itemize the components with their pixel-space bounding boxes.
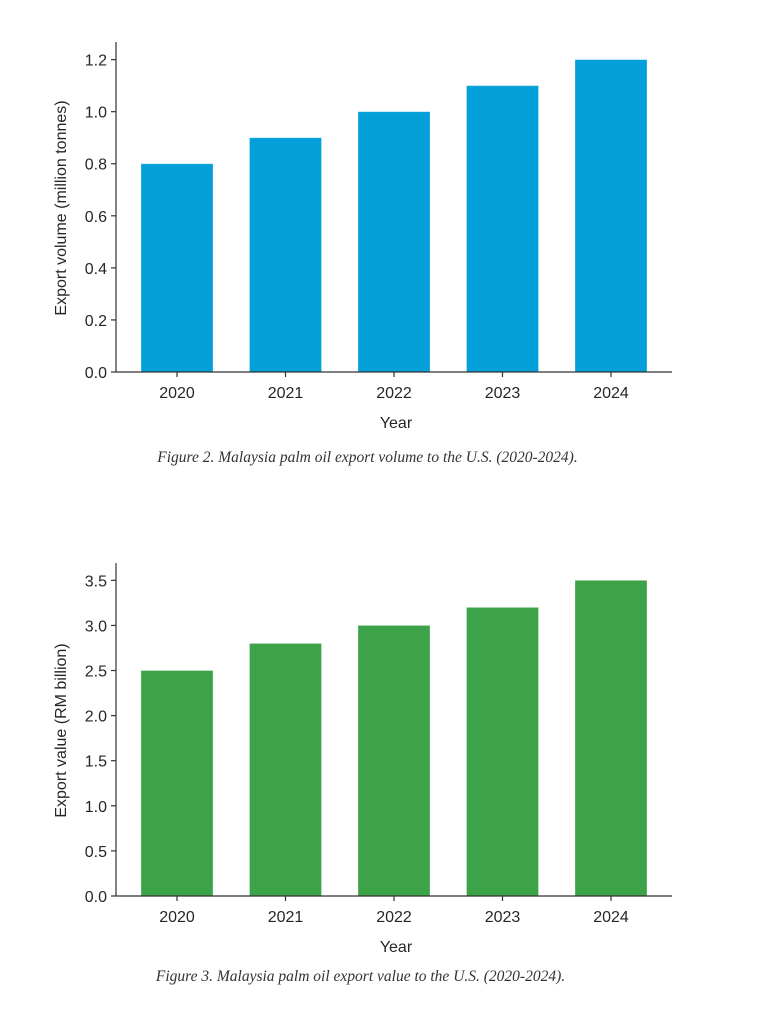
bar-2024 (574, 59, 648, 373)
bar-2023 (466, 606, 539, 897)
y-tick-label: 1.0 (85, 105, 107, 122)
bar-2022 (357, 625, 431, 897)
y-tick-label: 2.0 (85, 709, 107, 726)
y-tick-label: 0.2 (85, 313, 107, 330)
x-tick-label-2022: 2022 (376, 385, 412, 402)
export-value-chart: 0.0 0.5 1.0 1.5 2.0 2.5 3.0 3.5 2020 2021 2022 2023… (53, 563, 672, 956)
bar-2020 (140, 670, 214, 897)
x-tick-label-2020: 2020 (159, 385, 195, 402)
y-tick-label: 3.0 (85, 618, 107, 635)
y-axis-title: Export volume (million tonnes) (53, 100, 70, 315)
y-tick-label: 0.8 (85, 157, 107, 174)
y-tick-label: 1.5 (85, 754, 107, 771)
x-axis-title: Year (380, 415, 413, 432)
y-tick-label: 0.6 (85, 209, 107, 226)
bar-2022 (357, 111, 431, 373)
export-volume-chart: 0.0 0.2 0.4 0.6 0.8 1.0 1.2 2020 2021 2022 2023 202… (53, 42, 672, 432)
y-tick-label: 3.5 (85, 573, 107, 590)
y-tick-label: 0.5 (85, 844, 107, 861)
bar-2021 (249, 137, 322, 373)
y-axis-title: Export value (RM billion) (53, 643, 70, 817)
y-tick-label: 1.2 (85, 53, 107, 70)
x-tick-label-2022: 2022 (376, 909, 412, 926)
x-tick-label-2020: 2020 (159, 909, 195, 926)
x-tick-label-2023: 2023 (485, 909, 521, 926)
y-tick-label: 2.5 (85, 664, 107, 681)
y-tick-label: 0.0 (85, 889, 107, 906)
bar-2020 (140, 163, 214, 373)
y-tick-label: 0.4 (85, 261, 107, 278)
bar-2024 (574, 579, 648, 897)
figure-2-caption: Figure 2. Malaysia palm oil export volum… (157, 449, 578, 466)
x-tick-label-2021: 2021 (268, 909, 304, 926)
y-tick-label: 1.0 (85, 799, 107, 816)
y-tick-label: 0.0 (85, 365, 107, 382)
bar-2021 (249, 643, 322, 897)
x-axis-title: Year (380, 939, 413, 956)
x-tick-label-2024: 2024 (593, 909, 629, 926)
bar-2023 (466, 85, 539, 373)
x-tick-label-2023: 2023 (485, 385, 521, 402)
figure-3-caption: Figure 3. Malaysia palm oil export value… (155, 968, 566, 985)
x-tick-label-2021: 2021 (268, 385, 304, 402)
x-tick-label-2024: 2024 (593, 385, 629, 402)
